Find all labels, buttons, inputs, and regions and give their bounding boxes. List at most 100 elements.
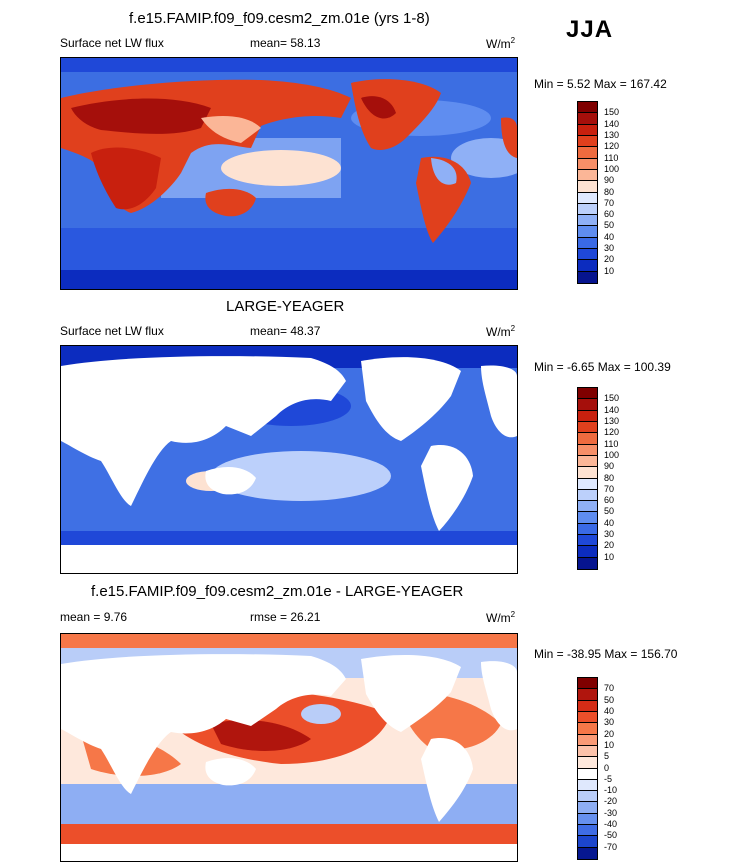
- colorbar-swatch: [578, 478, 597, 490]
- colorbar-swatch: [578, 779, 597, 792]
- colorbar-tick-label: 40: [604, 231, 615, 242]
- colorbar-tick-label: -50: [604, 830, 618, 841]
- panel-3-rmse-label: rmse = 26.21: [250, 610, 321, 624]
- panel-2-minmax: Min = -6.65 Max = 100.39: [534, 360, 671, 374]
- panel-2-map: [60, 345, 518, 574]
- colorbar-tick-label: 50: [604, 694, 615, 705]
- colorbar-tick-label: 10: [604, 551, 615, 562]
- colorbar-tick-label: 0: [604, 762, 610, 773]
- colorbar-tick-label: 60: [604, 495, 615, 506]
- colorbar-tick-label: 130: [604, 415, 620, 426]
- panel-2-map-field: [61, 346, 517, 573]
- panel-1-units: W/m2: [486, 36, 516, 51]
- panel-2-variable-label: Surface net LW flux: [60, 324, 164, 338]
- colorbar-tick-label: 30: [604, 243, 615, 254]
- colorbar-swatch: [578, 433, 597, 445]
- panel-2-units: W/m2: [486, 324, 516, 339]
- colorbar-swatch: [578, 813, 597, 826]
- colorbar-swatch: [578, 102, 597, 114]
- colorbar-tick-label: 110: [604, 438, 619, 449]
- colorbar-swatch: [578, 388, 597, 400]
- colorbar-swatch: [578, 113, 597, 125]
- colorbar-tick-label: 90: [604, 461, 615, 472]
- panel-3-map: [60, 633, 518, 862]
- panel-1-map-field: [61, 58, 517, 289]
- colorbar-tick-label: 60: [604, 209, 615, 220]
- colorbar-swatch: [578, 203, 597, 216]
- panel-3-mean-label: mean = 9.76: [60, 610, 128, 624]
- colorbar-tick-label: -70: [604, 841, 618, 852]
- colorbar-tick-label: 50: [604, 220, 615, 231]
- panel-3-minmax: Min = -38.95 Max = 156.70: [534, 647, 678, 661]
- colorbar-swatch: [578, 249, 597, 261]
- colorbar-tick-label: 150: [604, 393, 620, 404]
- panel-3-title: f.e15.FAMIP.f09_f09.cesm2_zm.01e - LARGE…: [91, 583, 464, 600]
- colorbar-swatch: [578, 768, 597, 780]
- colorbar-swatch: [578, 215, 597, 227]
- colorbar-tick-label: 100: [604, 163, 620, 174]
- colorbar-swatch: [578, 455, 597, 468]
- colorbar-swatch: [578, 467, 597, 479]
- colorbar-swatch: [578, 557, 597, 569]
- colorbar-tick-label: 20: [604, 540, 615, 551]
- colorbar-swatch: [578, 158, 597, 170]
- season-label: JJA: [566, 16, 614, 43]
- colorbar-swatch: [578, 421, 597, 434]
- panel-1-title: f.e15.FAMIP.f09_f09.cesm2_zm.01e (yrs 1-…: [129, 10, 430, 27]
- colorbar-swatch: [578, 124, 597, 136]
- colorbar-tick-label: 120: [604, 427, 620, 438]
- colorbar-tick-label: 130: [604, 129, 620, 140]
- colorbar-tick-label: 30: [604, 717, 615, 728]
- colorbar-tick-label: 10: [604, 265, 615, 276]
- colorbar-swatch: [578, 734, 597, 746]
- colorbar-tick-label: 20: [604, 254, 615, 265]
- colorbar-swatch: [578, 523, 597, 536]
- colorbar-tick-label: 30: [604, 529, 615, 540]
- colorbar-tick-label: 140: [604, 118, 620, 129]
- colorbar-swatch: [578, 723, 597, 735]
- panel-2-mean-label: mean= 48.37: [250, 324, 321, 338]
- colorbar-tick-label: -40: [604, 819, 618, 830]
- colorbar-tick-label: 10: [604, 739, 615, 750]
- colorbar-swatch: [578, 135, 597, 148]
- colorbar-swatch: [578, 678, 597, 690]
- colorbar-swatch: [578, 512, 597, 524]
- colorbar-tick-label: 5: [604, 751, 610, 762]
- colorbar-swatch: [578, 847, 597, 859]
- colorbar-swatch: [578, 489, 597, 502]
- colorbar-tick-label: 20: [604, 728, 615, 739]
- panel-1-minmax: Min = 5.52 Max = 167.42: [534, 77, 667, 91]
- panel-3-colorbar: [577, 677, 598, 860]
- panel-2-colorbar: [577, 387, 598, 570]
- colorbar-swatch: [578, 546, 597, 558]
- colorbar-swatch: [578, 689, 597, 701]
- colorbar-swatch: [578, 501, 597, 513]
- colorbar-tick-label: 110: [604, 152, 619, 163]
- colorbar-swatch: [578, 271, 597, 283]
- colorbar-tick-label: 50: [604, 506, 615, 517]
- panel-1-mean-label: mean= 58.13: [250, 36, 321, 50]
- colorbar-swatch: [578, 192, 597, 204]
- colorbar-swatch: [578, 535, 597, 547]
- panel-3-units: W/m2: [486, 610, 516, 625]
- colorbar-tick-label: 150: [604, 107, 620, 118]
- colorbar-swatch: [578, 791, 597, 803]
- colorbar-tick-label: -20: [604, 796, 618, 807]
- colorbar-swatch: [578, 711, 597, 724]
- colorbar-swatch: [578, 260, 597, 272]
- colorbar-tick-label: -5: [604, 773, 613, 784]
- colorbar-tick-label: 90: [604, 175, 615, 186]
- colorbar-swatch: [578, 444, 597, 456]
- colorbar-swatch: [578, 410, 597, 422]
- colorbar-tick-label: 70: [604, 483, 615, 494]
- colorbar-swatch: [578, 745, 597, 758]
- panel-1-map: [60, 57, 518, 290]
- colorbar-swatch: [578, 757, 597, 769]
- colorbar-swatch: [578, 825, 597, 837]
- colorbar-tick-label: 100: [604, 449, 620, 460]
- panel-1-variable-label: Surface net LW flux: [60, 36, 164, 50]
- colorbar-tick-label: -10: [604, 785, 618, 796]
- colorbar-tick-label: 70: [604, 197, 615, 208]
- panel-1-colorbar: [577, 101, 598, 284]
- panel-2-title: LARGE-YEAGER: [226, 298, 345, 315]
